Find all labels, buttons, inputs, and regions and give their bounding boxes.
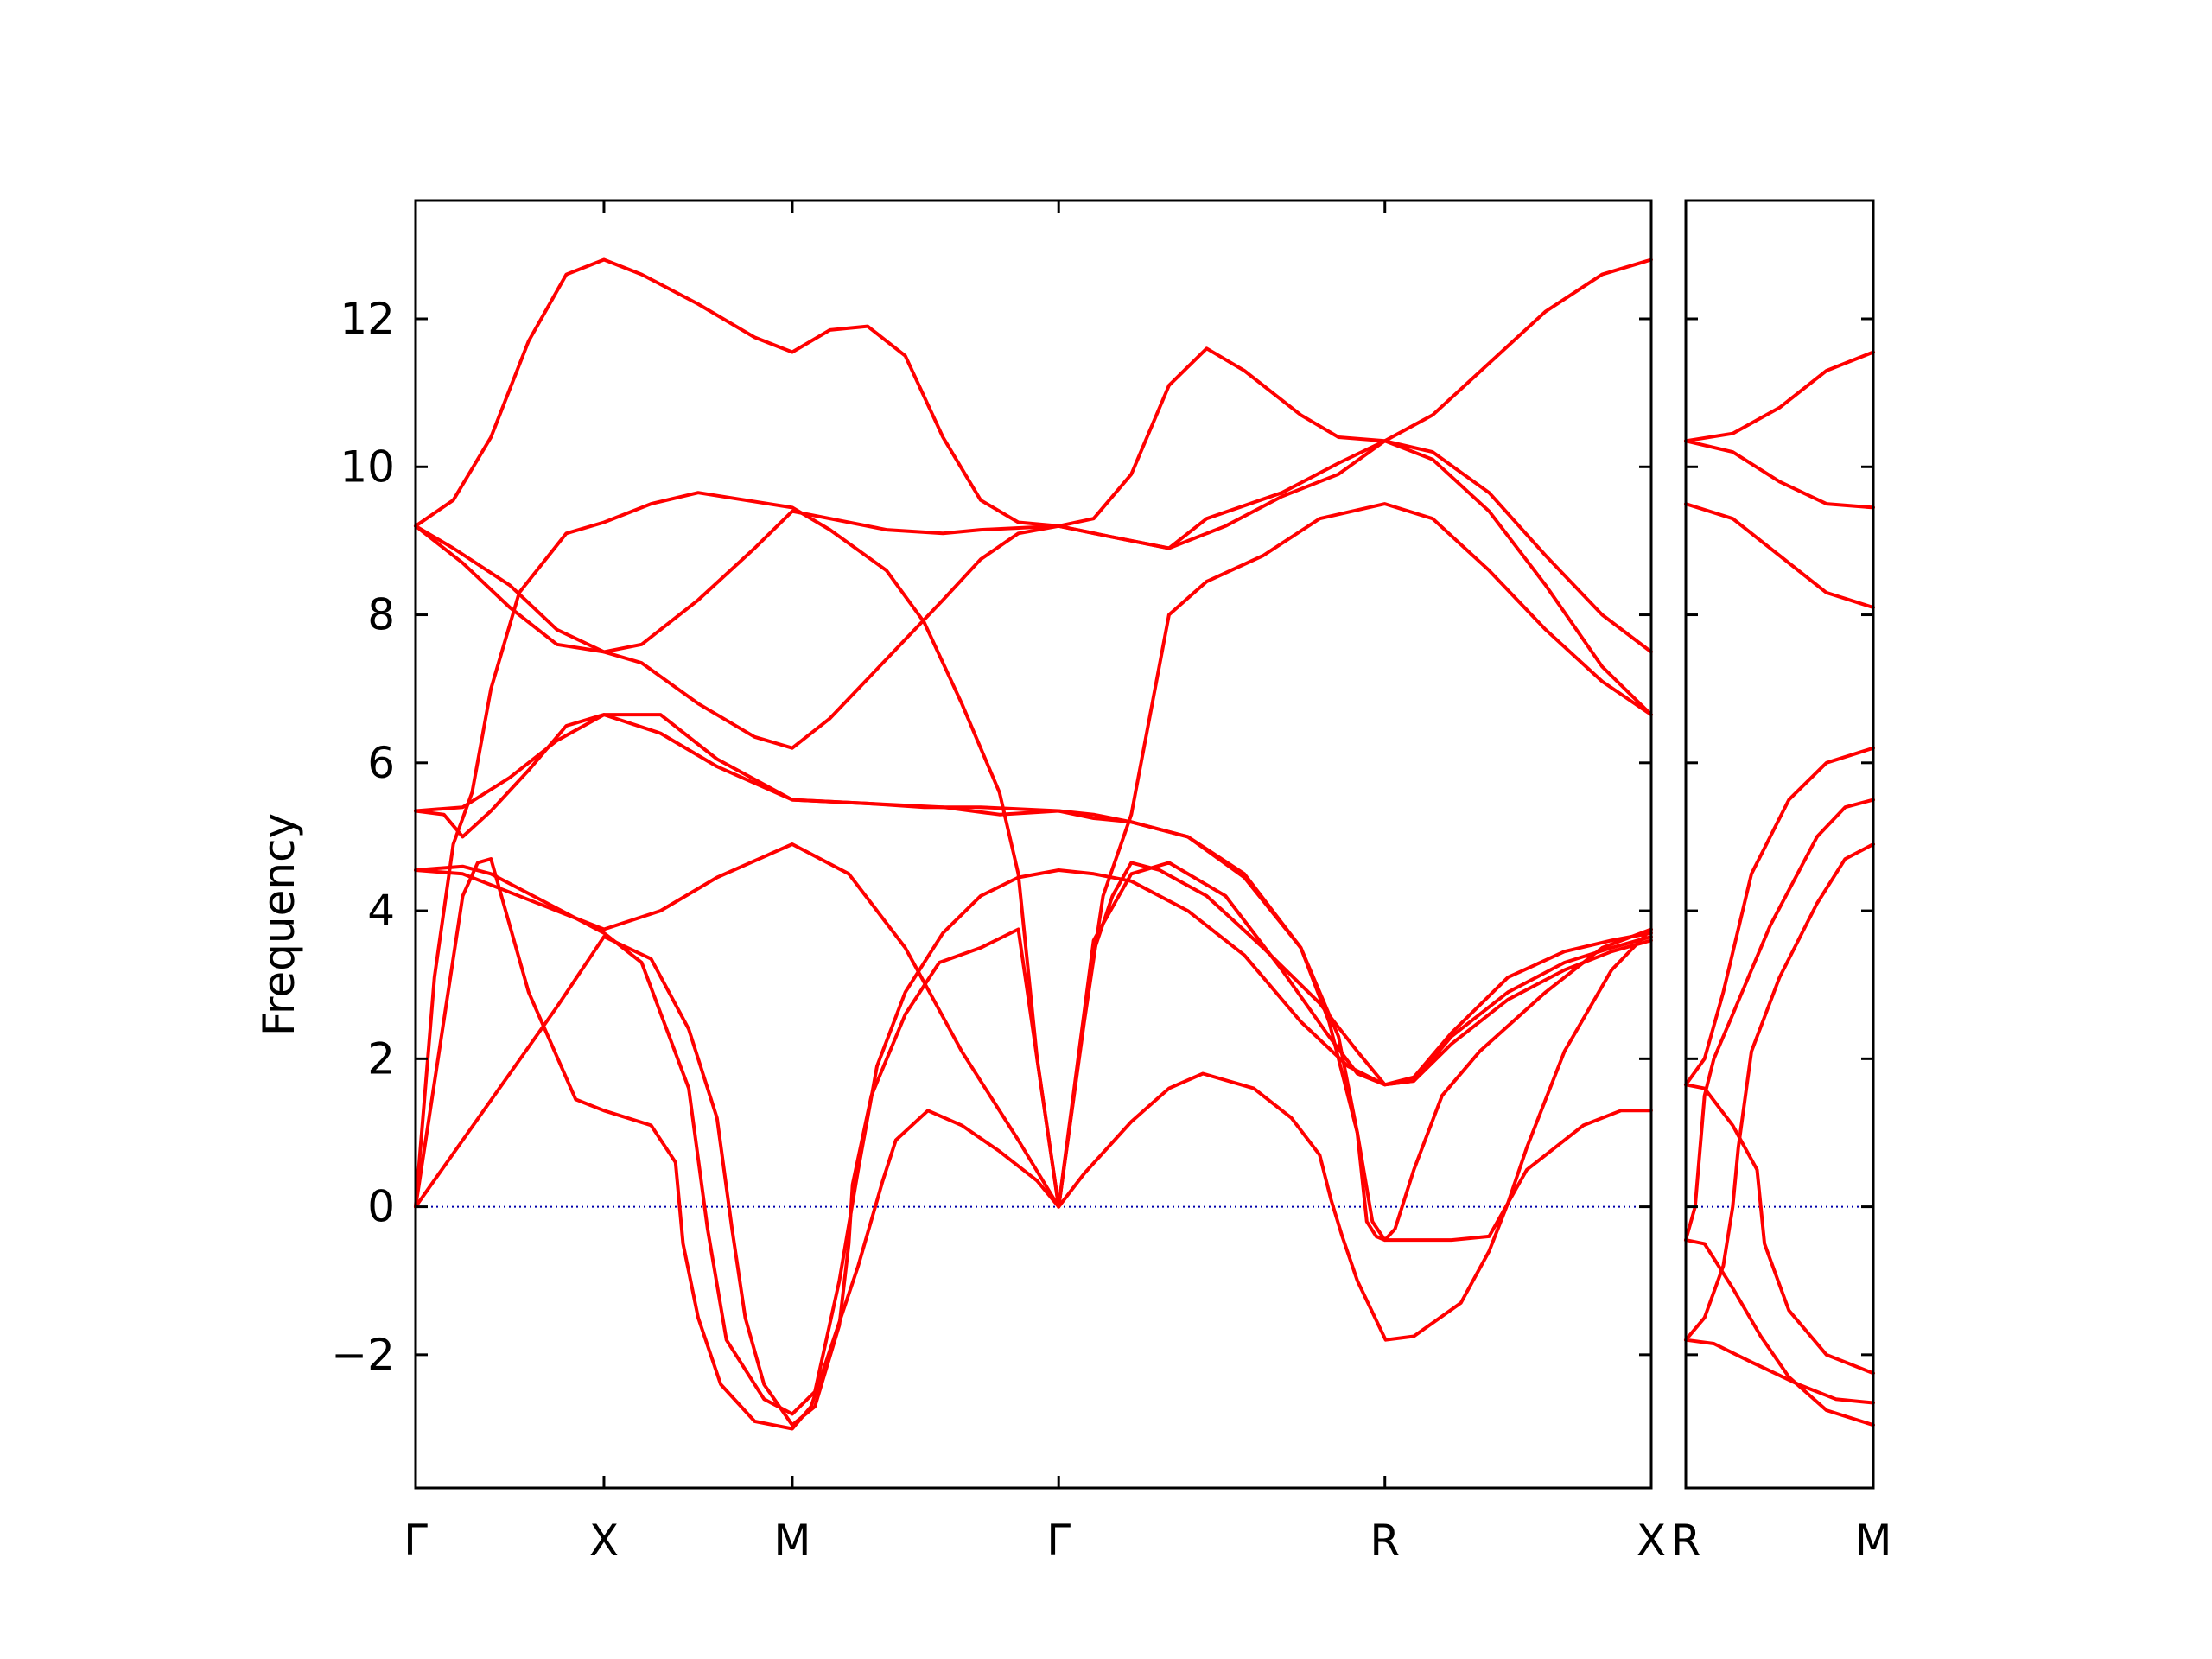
band-line <box>1684 1083 1875 1376</box>
x-tick-label: M <box>1854 1516 1891 1566</box>
band-line <box>1684 502 1875 609</box>
x-tick-label: X <box>589 1516 619 1566</box>
x-tick-label: Γ <box>1046 1516 1071 1566</box>
y-tick-label: 4 <box>367 886 395 936</box>
band-line <box>414 864 1653 1416</box>
band-line <box>414 491 1653 1209</box>
band-line <box>1684 1338 1875 1405</box>
band-line <box>414 257 1653 528</box>
band-line <box>1684 842 1875 1342</box>
band-line <box>1684 439 1875 510</box>
band-line <box>1684 798 1875 1243</box>
band-line <box>414 857 1653 1431</box>
x-tick-label: X <box>1637 1516 1666 1566</box>
band-line <box>1684 1238 1875 1427</box>
y-axis-label: Frequency <box>254 813 304 1036</box>
x-tick-label: R <box>1671 1516 1701 1566</box>
band-line <box>414 842 1653 1209</box>
plot-frame <box>414 199 1653 1490</box>
band-line <box>414 439 1653 750</box>
band-line <box>1684 350 1875 443</box>
main-band-panel: −2 0 2 4 6 8 10 12 Γ X M Γ R X <box>331 199 1666 1566</box>
y-tick-label: 0 <box>367 1182 395 1232</box>
y-tick-label: 2 <box>367 1033 395 1084</box>
y-tick-label: 6 <box>367 738 395 788</box>
plot-frame <box>1684 199 1875 1490</box>
band-line <box>414 713 1653 1243</box>
band-line <box>414 439 1653 654</box>
y-tick-label: −2 <box>331 1330 395 1380</box>
x-tick-label: R <box>1370 1516 1400 1566</box>
x-tick-label: M <box>773 1516 810 1566</box>
band-line <box>1684 746 1875 1087</box>
y-tick-label: 12 <box>340 294 395 344</box>
y-tick-label: 8 <box>367 590 395 640</box>
y-tick-label: 10 <box>340 442 395 492</box>
x-tick-label: Γ <box>404 1516 428 1566</box>
